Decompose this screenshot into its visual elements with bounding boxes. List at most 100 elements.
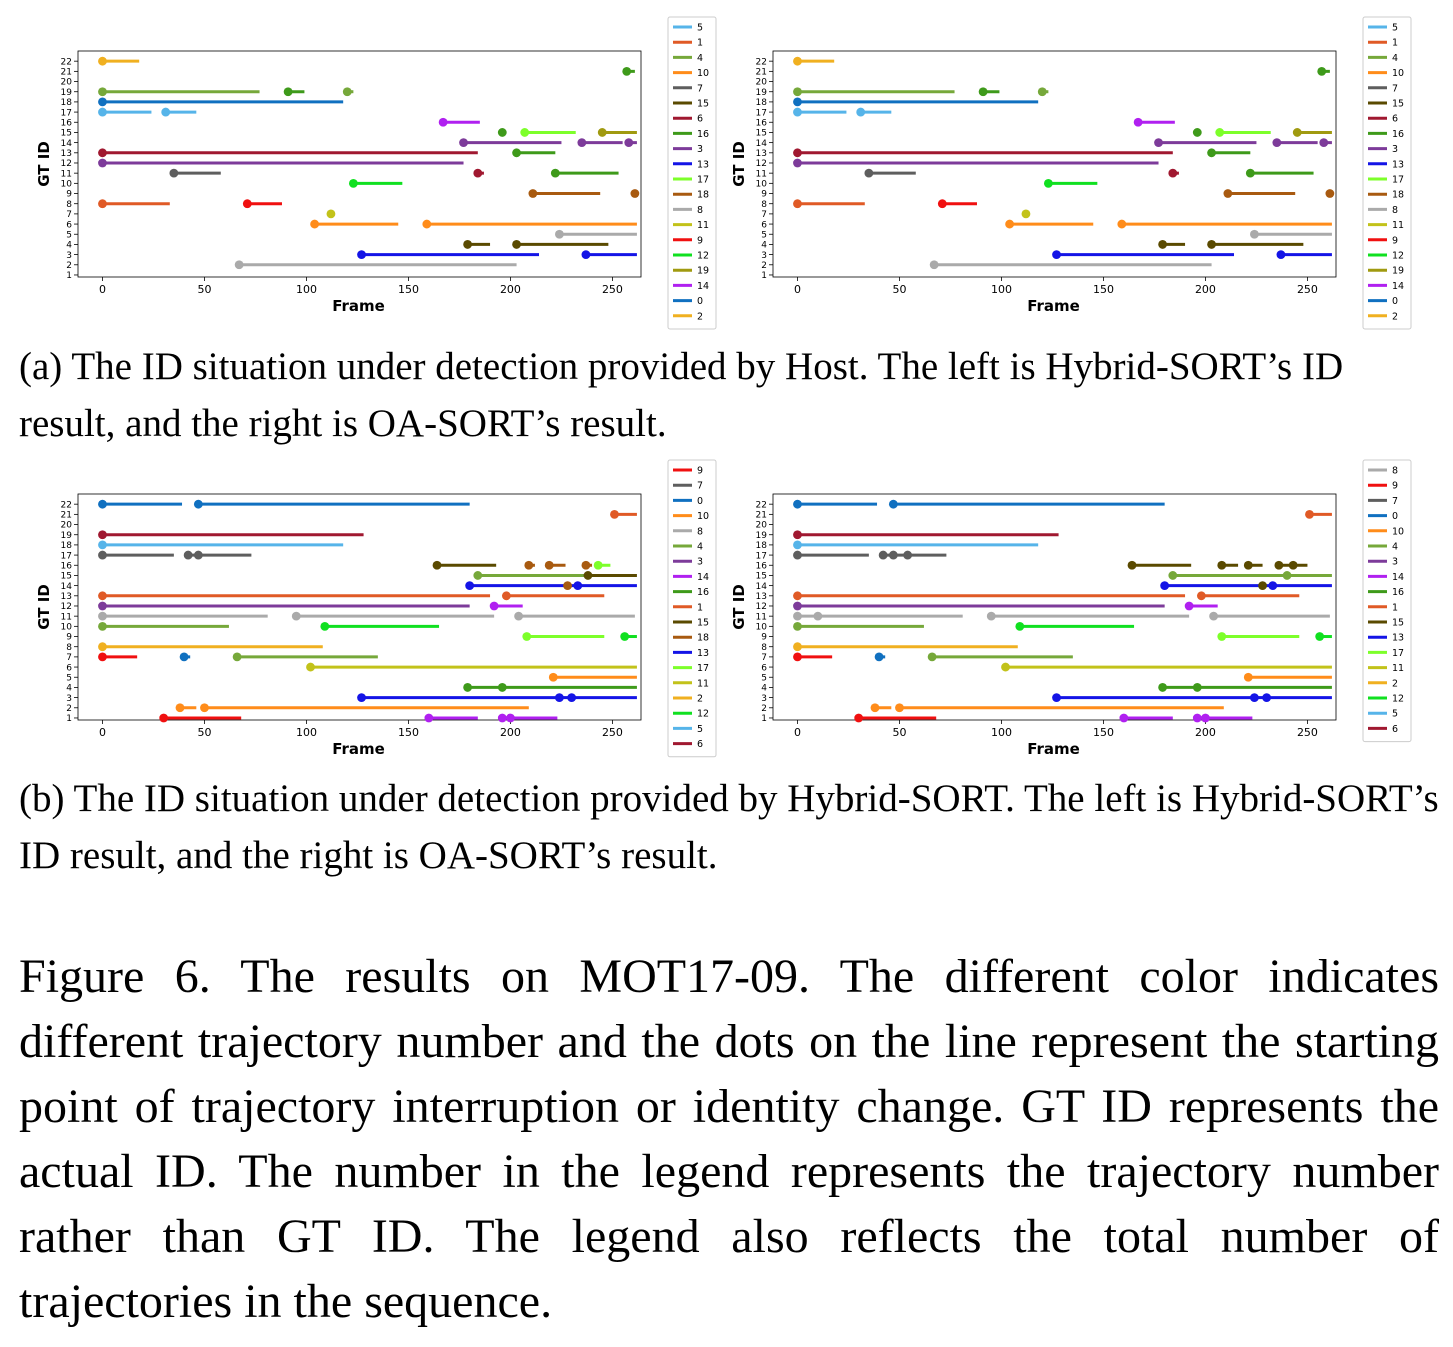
legend-label: 10: [697, 68, 709, 79]
legend-label: 9: [697, 466, 703, 477]
trajectory-start-dot: [514, 611, 524, 621]
y-tick-label: 7: [761, 210, 767, 220]
chart-b-left-svg: 0 50 100 150 200 2501234567891011121314151617…: [35, 459, 717, 758]
trajectory-start-dot: [98, 107, 107, 117]
trajectory-start-dot: [1223, 189, 1233, 198]
trajectory-start-dot: [1315, 632, 1325, 641]
y-tick-label: 4: [761, 684, 767, 694]
trajectory-start-dot: [793, 611, 802, 621]
trajectory-start-dot: [512, 240, 521, 249]
chart-a-right: 0 50 100 150 200 250 1 2 3 4 5 6 7 8 9 10 11 12 13 14 15 16 17…: [715, 14, 1420, 334]
legend-box: [1362, 16, 1412, 330]
y-tick-label: 21: [61, 68, 72, 78]
y-tick-label: 13: [756, 149, 767, 159]
trajectory-start-dot: [98, 540, 107, 550]
y-tick-label: 16: [756, 561, 768, 571]
legend-label: 4: [1392, 542, 1398, 553]
y-tick-label: 17: [756, 551, 767, 561]
legend-label: 2: [697, 694, 703, 705]
trajectory-start-dot: [793, 652, 802, 662]
trajectory-start-dot: [463, 240, 473, 249]
trajectory-start-dot: [1207, 240, 1216, 249]
trajectory-start-dot: [98, 601, 107, 611]
legend-label: 6: [1392, 114, 1398, 125]
legend-label: 12: [697, 251, 709, 262]
trajectory-start-dot: [793, 550, 802, 560]
trajectory-start-dot: [1196, 591, 1206, 601]
trajectory-start-dot: [620, 632, 630, 641]
legend-label: 14: [697, 572, 709, 583]
trajectory-start-dot: [567, 693, 577, 703]
trajectory-start-dot: [200, 703, 209, 713]
trajectory-start-dot: [1158, 683, 1168, 692]
legend-label: 13: [697, 159, 709, 170]
trajectory-start-dot: [459, 138, 468, 148]
trajectory-start-dot: [1292, 128, 1302, 137]
trajectory-start-dot: [793, 530, 802, 540]
legend-label: 5: [1392, 709, 1398, 720]
trajectory-start-dot: [1052, 250, 1061, 260]
trajectory-start-dot: [903, 550, 913, 560]
trajectory-start-dot: [1325, 189, 1335, 198]
legend-label: 17: [1392, 175, 1404, 186]
legend-label: 14: [697, 281, 709, 292]
trajectory-start-dot: [864, 168, 874, 178]
y-tick-label: 10: [756, 180, 768, 190]
y-tick-label: 11: [61, 169, 72, 179]
trajectory-start-dot: [1243, 560, 1253, 570]
trajectory-start-dot: [98, 621, 107, 631]
trajectory-start-dot: [593, 560, 603, 570]
legend-label: 3: [1392, 144, 1398, 155]
y-tick-label: 20: [61, 521, 73, 531]
trajectory-start-dot: [463, 683, 473, 692]
x-tick-label: 250: [1297, 726, 1318, 739]
legend-label: 4: [697, 542, 703, 553]
legend-label: 7: [697, 481, 703, 492]
y-tick-label: 9: [66, 633, 72, 643]
legend-label: 2: [1392, 678, 1398, 689]
y-tick-label: 3: [66, 694, 72, 704]
legend-label: 15: [1392, 99, 1404, 110]
trajectory-start-dot: [524, 560, 534, 570]
legend-label: 0: [697, 496, 703, 507]
legend-label: 3: [697, 144, 703, 155]
y-tick-label: 6: [761, 663, 767, 673]
y-tick-label: 4: [66, 241, 72, 251]
trajectory-start-dot: [98, 56, 107, 66]
trajectory-start-dot: [1192, 713, 1202, 723]
y-tick-label: 14: [756, 582, 768, 592]
trajectory-start-dot: [1262, 693, 1272, 703]
x-axis-label: Frame: [332, 297, 385, 315]
y-tick-label: 7: [66, 653, 72, 663]
trajectory-start-dot: [937, 199, 947, 209]
y-tick-label: 14: [756, 139, 768, 149]
trajectory-start-dot: [473, 168, 483, 178]
trajectory-start-dot: [793, 540, 802, 550]
trajectory-start-dot: [793, 621, 802, 631]
trajectory-start-dot: [1184, 601, 1194, 611]
y-axis-label: GT ID: [730, 141, 748, 187]
legend-label: 13: [697, 648, 709, 659]
trajectory-start-dot: [548, 672, 558, 682]
trajectory-start-dot: [497, 683, 507, 692]
y-tick-label: 17: [61, 108, 72, 118]
trajectory-start-dot: [1207, 148, 1216, 158]
legend-label: 3: [1392, 557, 1398, 568]
x-axis-label: Frame: [332, 740, 385, 758]
trajectory-start-dot: [98, 97, 107, 107]
x-tick-label: 100: [296, 726, 317, 739]
trajectory-start-dot: [888, 499, 898, 509]
trajectory-start-dot: [929, 260, 939, 270]
y-tick-label: 9: [761, 633, 767, 643]
y-tick-label: 2: [761, 704, 767, 714]
legend-label: 6: [1392, 724, 1398, 735]
trajectory-start-dot: [793, 56, 802, 66]
trajectory-start-dot: [242, 199, 252, 209]
trajectory-start-dot: [1282, 571, 1292, 580]
trajectory-start-dot: [1250, 693, 1259, 703]
trajectory-start-dot: [878, 550, 888, 560]
legend-label: 18: [697, 190, 709, 201]
legend-label: 3: [697, 557, 703, 568]
x-tick-label: 200: [1195, 283, 1216, 296]
trajectory-start-dot: [1245, 168, 1255, 178]
